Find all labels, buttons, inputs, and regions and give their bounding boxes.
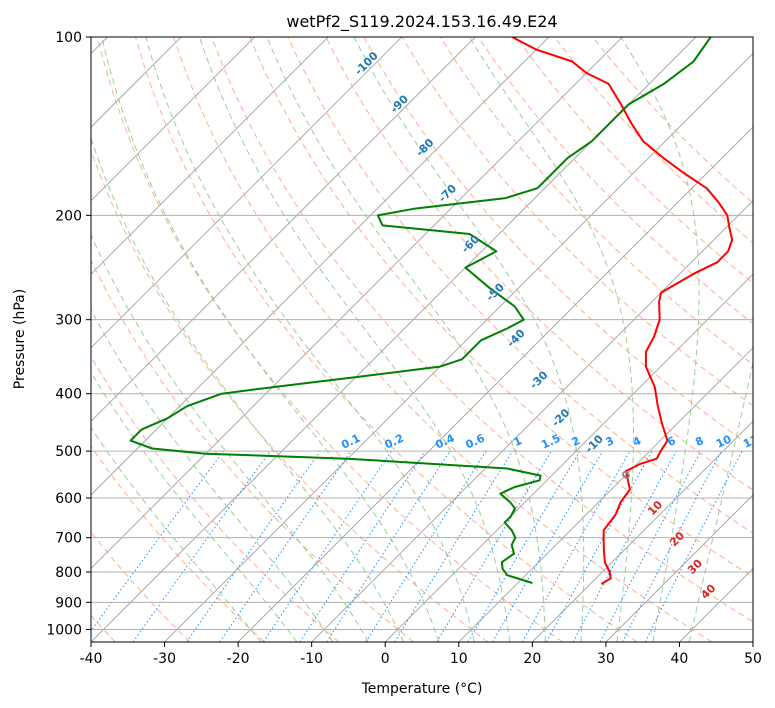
y-tick-label: 300	[55, 313, 82, 329]
y-tick-label: 600	[55, 491, 82, 507]
x-tick-label: 30	[597, 651, 615, 667]
mixing-ratio-line	[219, 450, 352, 642]
moist-adiabat	[620, 37, 700, 642]
dry-adiabat	[173, 37, 713, 642]
moist-adiabat	[91, 371, 298, 642]
dry-adiabat-lines	[91, 37, 753, 642]
y-tick-label: 500	[55, 444, 82, 460]
isotherm-line	[384, 273, 753, 642]
isotherm-line	[91, 37, 476, 423]
dry-adiabat	[287, 37, 753, 534]
y-tick-label: 100	[55, 30, 82, 46]
moist-adiabat	[353, 37, 585, 642]
dry-adiabat	[96, 37, 563, 642]
x-tick-label: -40	[80, 651, 103, 667]
dry-adiabat	[211, 37, 753, 623]
mixing-ratio-line	[394, 450, 514, 642]
isotherm-line	[458, 347, 753, 642]
temperature-line	[511, 37, 734, 585]
isotherm-line	[605, 494, 753, 642]
mixing-ratio-line	[263, 450, 392, 642]
plot-area: -100-90-80-70-60-50-40-30-20-10010203040…	[91, 37, 760, 642]
y-tick-label: 200	[55, 208, 82, 224]
dry-adiabat	[91, 259, 414, 642]
isotherm-line	[91, 37, 329, 275]
chart-title: wetPf2_S119.2024.153.16.49.E24	[286, 12, 557, 32]
x-tick-label: 50	[744, 651, 762, 667]
x-tick-label: -30	[153, 651, 176, 667]
x-tick-label: 10	[450, 651, 468, 667]
plot-frame	[90, 36, 754, 643]
x-tick-label: 40	[671, 651, 689, 667]
moist-adiabat	[91, 136, 405, 642]
dry-adiabat	[135, 37, 638, 642]
moist-adiabat	[266, 37, 546, 642]
isotherm-line	[237, 126, 753, 642]
dry-adiabat	[91, 355, 340, 642]
mixing-ratio-line	[644, 450, 743, 642]
mixing-ratio-label: 13	[741, 433, 760, 451]
mixing-ratio-line	[186, 450, 321, 642]
y-tick-label: 700	[55, 531, 82, 547]
moist-adiabat	[91, 308, 334, 642]
mixing-ratio-line	[132, 450, 271, 642]
mixing-ratio-line	[299, 450, 426, 642]
x-tick-label: -20	[227, 651, 250, 667]
mixing-ratio-line	[522, 450, 631, 642]
isotherm-line	[164, 52, 753, 642]
x-tick-label: 0	[381, 651, 390, 667]
moist-adiabat	[199, 37, 511, 642]
isotherm-line	[91, 37, 550, 496]
isotherm-line	[91, 37, 403, 349]
dry-adiabat	[515, 37, 753, 284]
moist-adiabat	[145, 37, 475, 642]
mixing-ratio-line	[546, 450, 653, 642]
mixing-ratio-label: 10	[714, 432, 734, 450]
y-tick-label: 400	[55, 387, 82, 403]
mixing-ratio-lines	[91, 450, 743, 642]
isotherm-line	[91, 37, 256, 202]
y-tick-label: 900	[55, 595, 82, 611]
dry-adiabat	[91, 445, 265, 642]
x-tick-label: -10	[300, 651, 323, 667]
profile-lines	[129, 37, 734, 585]
y-axis-label: Pressure (hPa)	[12, 289, 28, 389]
mixing-ratio-line	[91, 450, 224, 632]
y-axis-ticks: 1000 900 800 700 600 500 400 300 200 100	[46, 30, 91, 638]
isotherm-line	[91, 37, 623, 570]
isotherm-line	[531, 420, 753, 642]
moist-adiabat	[688, 359, 753, 642]
dewpoint-line	[129, 37, 712, 584]
mixing-ratio-line	[326, 450, 451, 642]
mixing-ratio-line	[572, 450, 677, 642]
moist-adiabat	[91, 233, 369, 642]
dry-adiabat	[325, 37, 753, 491]
x-axis-label: Temperature (°C)	[361, 681, 483, 697]
x-tick-label: 20	[523, 651, 541, 667]
dry-adiabat	[249, 37, 753, 578]
y-tick-label: 800	[55, 565, 82, 581]
moist-adiabat	[91, 426, 262, 642]
x-axis-ticks: -40 -30 -20 -10 0 10 20 30 40 50	[80, 642, 762, 667]
y-tick-label: 1000	[46, 622, 82, 638]
pressure-gridlines	[91, 37, 753, 630]
moist-adiabat	[101, 37, 440, 642]
moist-adiabat-lines	[91, 37, 753, 642]
